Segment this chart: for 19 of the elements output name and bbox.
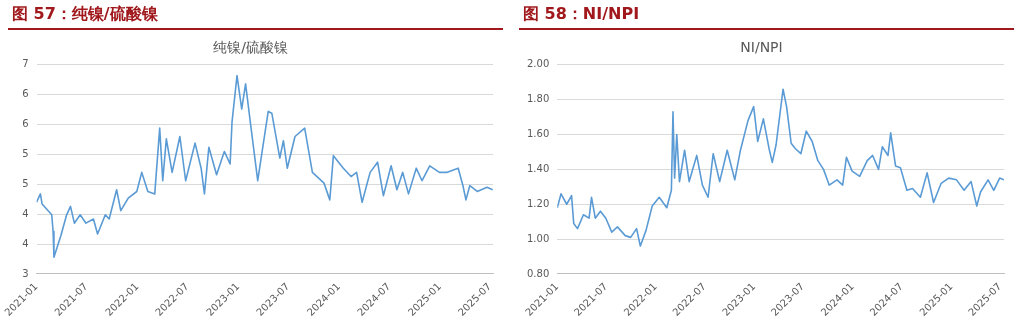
chart-title: 图 58：NI/NPI [519, 0, 1014, 30]
y-tick-label: 6 [22, 88, 29, 100]
y-tick-label: 5 [22, 177, 29, 189]
y-tick-label: 1.80 [527, 93, 550, 105]
y-tick-label: 0.80 [527, 267, 550, 279]
y-tick-label: 2.00 [527, 58, 550, 70]
y-tick-label: 1.60 [527, 128, 550, 140]
chart-subtitle: NI/NPI [740, 39, 783, 56]
chart-subtitle: 纯镍/硫酸镍 [213, 39, 288, 56]
y-tick-label: 1.40 [527, 162, 550, 174]
y-tick-label: 4 [22, 207, 29, 219]
y-tick-label: 1.00 [527, 232, 550, 244]
chart-title: 图 57：纯镍/硫酸镍 [8, 0, 503, 30]
y-tick-label: 5 [22, 148, 29, 160]
y-tick-label: 7 [22, 58, 29, 70]
y-tick-label: 1.20 [527, 197, 550, 209]
y-tick-label: 4 [22, 237, 29, 249]
y-tick-label: 6 [22, 118, 29, 130]
y-tick-label: 3 [22, 267, 29, 279]
